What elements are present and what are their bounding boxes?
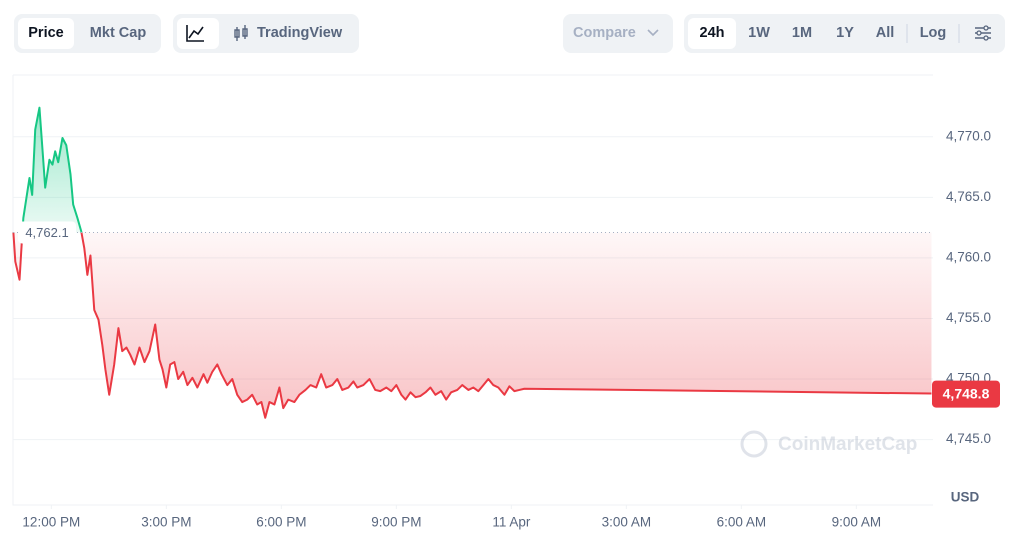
- watermark-logo: [740, 430, 768, 458]
- areas: [13, 107, 932, 418]
- active-button: [688, 18, 736, 49]
- x-tick-label: 3:00 AM: [602, 515, 652, 530]
- range-button[interactable]: 1M: [792, 25, 812, 41]
- y-tick-label: 4,770.0: [946, 128, 991, 143]
- baseline-label: 4,762.1: [25, 225, 68, 240]
- area-up: [13, 107, 82, 233]
- tradingview-button[interactable]: TradingView: [257, 25, 343, 41]
- y-tick-label: 4,755.0: [946, 310, 991, 325]
- y-tick-label: 4,745.0: [946, 431, 991, 446]
- range-button[interactable]: 1Y: [836, 25, 854, 41]
- y-unit: USD: [951, 490, 980, 505]
- x-tick-label: 11 Apr: [492, 515, 531, 530]
- active-button: [18, 18, 74, 49]
- compare-button[interactable]: Compare: [573, 25, 636, 41]
- settings-knob: [983, 25, 989, 31]
- last-price-label: 4,748.8: [943, 385, 990, 401]
- x-tick-label: 6:00 AM: [717, 515, 767, 530]
- price-line-down: [12, 232, 932, 419]
- price-line-up: [13, 106, 83, 233]
- settings-knob: [976, 30, 982, 36]
- log-button[interactable]: Log: [920, 25, 947, 41]
- x-tick-label: 6:00 PM: [256, 515, 306, 530]
- line-icon: [186, 25, 204, 42]
- candle-icon: [234, 25, 248, 41]
- price-button[interactable]: Price: [28, 25, 63, 41]
- baseline-label-box: [18, 221, 76, 244]
- range-group: [684, 14, 1005, 53]
- compare-group[interactable]: [563, 14, 673, 53]
- toolbar: Price Mkt Cap TradingView Compare 24h 1W…: [14, 14, 1005, 53]
- x-tick-label: 12:00 PM: [22, 515, 80, 530]
- x-tick-label: 3:00 PM: [141, 515, 191, 530]
- mktcap-button[interactable]: Mkt Cap: [90, 25, 147, 41]
- x-tick-label: 9:00 AM: [832, 515, 882, 530]
- chevron: [647, 29, 659, 37]
- settings-knob: [983, 35, 989, 41]
- range-button[interactable]: All: [876, 25, 895, 41]
- x-tick-label: 9:00 PM: [371, 515, 421, 530]
- watermark: CoinMarketCap: [740, 430, 917, 458]
- y-tick-label: 4,760.0: [946, 249, 991, 264]
- mode-group: [173, 14, 359, 53]
- watermark-text: CoinMarketCap: [778, 434, 917, 455]
- lines: [12, 106, 933, 419]
- range-button[interactable]: 24h: [700, 25, 725, 41]
- last-price-tag: [932, 380, 1000, 408]
- y-tick-label: 4,765.0: [946, 189, 991, 204]
- labels: 4,745.04,750.04,755.04,760.04,765.04,770…: [18, 128, 1000, 530]
- range-button[interactable]: 1W: [748, 25, 770, 41]
- area-down: [13, 232, 932, 418]
